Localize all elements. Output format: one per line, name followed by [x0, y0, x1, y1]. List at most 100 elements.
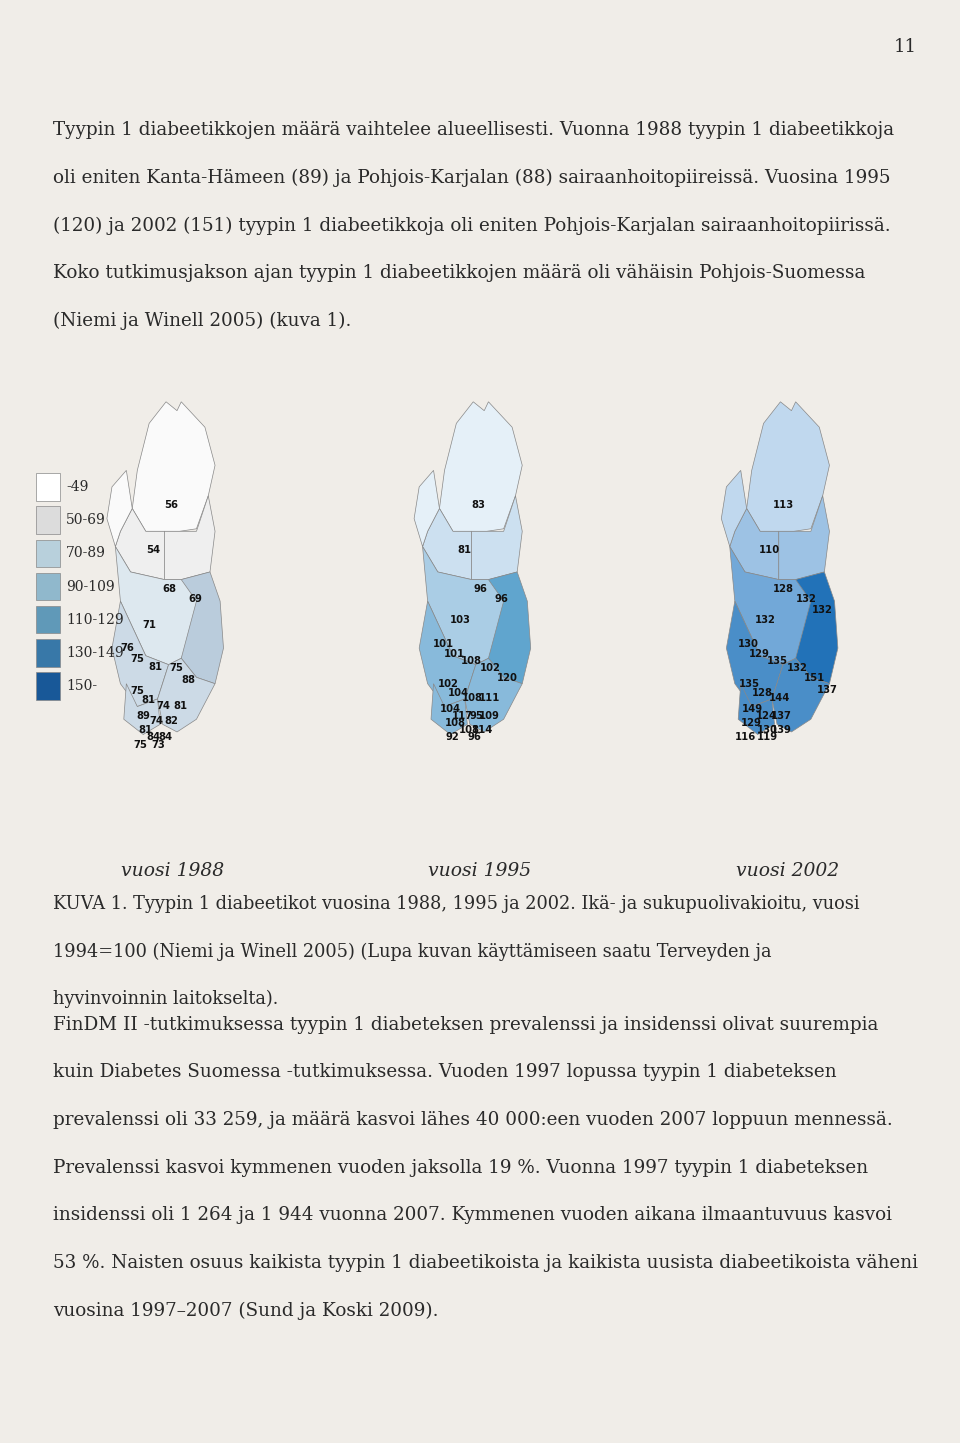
- Text: 110: 110: [758, 545, 780, 554]
- Text: 96: 96: [473, 584, 487, 593]
- Text: oli eniten Kanta-Hämeen (89) ja Pohjois-Karjalan (88) sairaanhoitopiireissä. Vuo: oli eniten Kanta-Hämeen (89) ja Pohjois-…: [53, 169, 890, 188]
- Text: 102: 102: [480, 664, 501, 672]
- Bar: [36, 672, 60, 700]
- Text: 96: 96: [494, 595, 508, 603]
- Text: 54: 54: [147, 545, 160, 554]
- Text: 81: 81: [149, 662, 162, 671]
- Text: (120) ja 2002 (151) tyypin 1 diabeetikkoja oli eniten Pohjois-Karjalan sairaanho: (120) ja 2002 (151) tyypin 1 diabeetikko…: [53, 216, 891, 235]
- Text: 1994=100 (Niemi ja Winell 2005) (Lupa kuvan käyttämiseen saatu Terveyden ja: 1994=100 (Niemi ja Winell 2005) (Lupa ku…: [53, 942, 771, 961]
- Polygon shape: [730, 508, 779, 580]
- Polygon shape: [796, 571, 838, 684]
- Text: 110-129: 110-129: [66, 613, 124, 626]
- Text: 56: 56: [164, 501, 178, 509]
- Text: 132: 132: [786, 664, 807, 672]
- Text: 90-109: 90-109: [66, 580, 115, 593]
- Text: 74: 74: [150, 717, 163, 726]
- Bar: [36, 506, 60, 534]
- Polygon shape: [157, 658, 215, 732]
- Text: 132: 132: [811, 606, 832, 615]
- Text: 108: 108: [462, 694, 483, 703]
- Polygon shape: [772, 658, 829, 732]
- Text: 104: 104: [447, 688, 468, 697]
- Bar: [36, 606, 60, 633]
- Text: Prevalenssi kasvoi kymmenen vuoden jaksolla 19 %. Vuonna 1997 tyypin 1 diabeteks: Prevalenssi kasvoi kymmenen vuoden jakso…: [53, 1159, 868, 1176]
- Text: 53 %. Naisten osuus kaikista tyypin 1 diabeetikoista ja kaikista uusista diabeet: 53 %. Naisten osuus kaikista tyypin 1 di…: [53, 1254, 918, 1271]
- Text: -49: -49: [66, 481, 88, 494]
- Text: 74: 74: [156, 701, 170, 710]
- Text: FinDM II -tutkimuksessa tyypin 1 diabeteksen prevalenssi ja insidenssi olivat su: FinDM II -tutkimuksessa tyypin 1 diabete…: [53, 1016, 878, 1033]
- Text: 89: 89: [136, 711, 150, 720]
- Bar: [36, 639, 60, 667]
- Polygon shape: [465, 658, 522, 732]
- Polygon shape: [164, 496, 215, 580]
- Text: 71: 71: [143, 620, 156, 629]
- Text: 73: 73: [152, 740, 165, 749]
- Polygon shape: [779, 496, 829, 580]
- Text: 88: 88: [181, 675, 195, 684]
- Text: 83: 83: [471, 501, 485, 509]
- Text: 81: 81: [458, 545, 471, 554]
- Text: 128: 128: [773, 584, 794, 593]
- Bar: [36, 540, 60, 567]
- Text: vuosi 1988: vuosi 1988: [121, 863, 225, 880]
- Polygon shape: [489, 571, 531, 684]
- Text: 135: 135: [767, 657, 788, 665]
- Polygon shape: [471, 496, 522, 580]
- Text: 76: 76: [121, 644, 134, 652]
- Polygon shape: [747, 401, 829, 531]
- Text: 114: 114: [472, 726, 493, 734]
- Text: 103: 103: [449, 616, 470, 625]
- Text: 151: 151: [804, 674, 825, 683]
- Text: 75: 75: [133, 740, 147, 749]
- Text: 130: 130: [756, 726, 778, 734]
- Polygon shape: [115, 547, 197, 665]
- Polygon shape: [181, 571, 224, 684]
- Text: hyvinvoinnin laitokselta).: hyvinvoinnin laitokselta).: [53, 990, 278, 1009]
- Text: 111: 111: [479, 694, 500, 703]
- Text: 50-69: 50-69: [66, 514, 106, 527]
- Polygon shape: [420, 602, 476, 707]
- Polygon shape: [132, 401, 215, 531]
- Text: 132: 132: [796, 595, 817, 603]
- Polygon shape: [107, 470, 132, 547]
- Polygon shape: [422, 508, 471, 580]
- Text: 81: 81: [138, 726, 152, 734]
- Text: 129: 129: [749, 649, 770, 658]
- Text: 96: 96: [468, 733, 481, 742]
- Text: 130: 130: [737, 639, 758, 648]
- Text: 101: 101: [444, 649, 465, 658]
- Text: 117: 117: [452, 711, 473, 720]
- Text: 108: 108: [444, 719, 466, 727]
- Text: 137: 137: [771, 711, 792, 720]
- Polygon shape: [730, 547, 811, 665]
- Text: 75: 75: [131, 655, 144, 664]
- Text: 68: 68: [162, 584, 176, 593]
- Polygon shape: [124, 684, 160, 734]
- Text: 150-: 150-: [66, 680, 97, 693]
- Text: (Niemi ja Winell 2005) (kuva 1).: (Niemi ja Winell 2005) (kuva 1).: [53, 312, 351, 330]
- Text: 119: 119: [756, 733, 778, 742]
- Polygon shape: [440, 401, 522, 531]
- Text: 70-89: 70-89: [66, 547, 107, 560]
- Text: 92: 92: [445, 733, 459, 742]
- Text: 149: 149: [742, 704, 763, 713]
- Polygon shape: [414, 470, 440, 547]
- Text: 139: 139: [771, 726, 792, 734]
- Polygon shape: [738, 684, 775, 734]
- Text: 108: 108: [461, 657, 482, 665]
- Text: vuosi 1995: vuosi 1995: [428, 863, 532, 880]
- Text: 129: 129: [741, 719, 762, 727]
- Polygon shape: [422, 547, 504, 665]
- Polygon shape: [431, 684, 468, 734]
- Text: 104: 104: [440, 704, 461, 713]
- Text: 82: 82: [164, 717, 178, 726]
- Bar: [36, 473, 60, 501]
- Text: 81: 81: [142, 696, 156, 704]
- Text: prevalenssi oli 33 259, ja määrä kasvoi lähes 40 000:een vuoden 2007 loppuun men: prevalenssi oli 33 259, ja määrä kasvoi …: [53, 1111, 893, 1128]
- Text: insidenssi oli 1 264 ja 1 944 vuonna 2007. Kymmenen vuoden aikana ilmaantuvuus k: insidenssi oli 1 264 ja 1 944 vuonna 200…: [53, 1206, 892, 1224]
- Text: kuin Diabetes Suomessa -tutkimuksessa. Vuoden 1997 lopussa tyypin 1 diabeteksen: kuin Diabetes Suomessa -tutkimuksessa. V…: [53, 1063, 836, 1081]
- Text: 84: 84: [158, 733, 172, 742]
- Text: 128: 128: [752, 688, 773, 697]
- Polygon shape: [112, 602, 169, 707]
- Text: Koko tutkimusjakson ajan tyypin 1 diabeetikkojen määrä oli vähäisin Pohjois-Suom: Koko tutkimusjakson ajan tyypin 1 diabee…: [53, 264, 865, 281]
